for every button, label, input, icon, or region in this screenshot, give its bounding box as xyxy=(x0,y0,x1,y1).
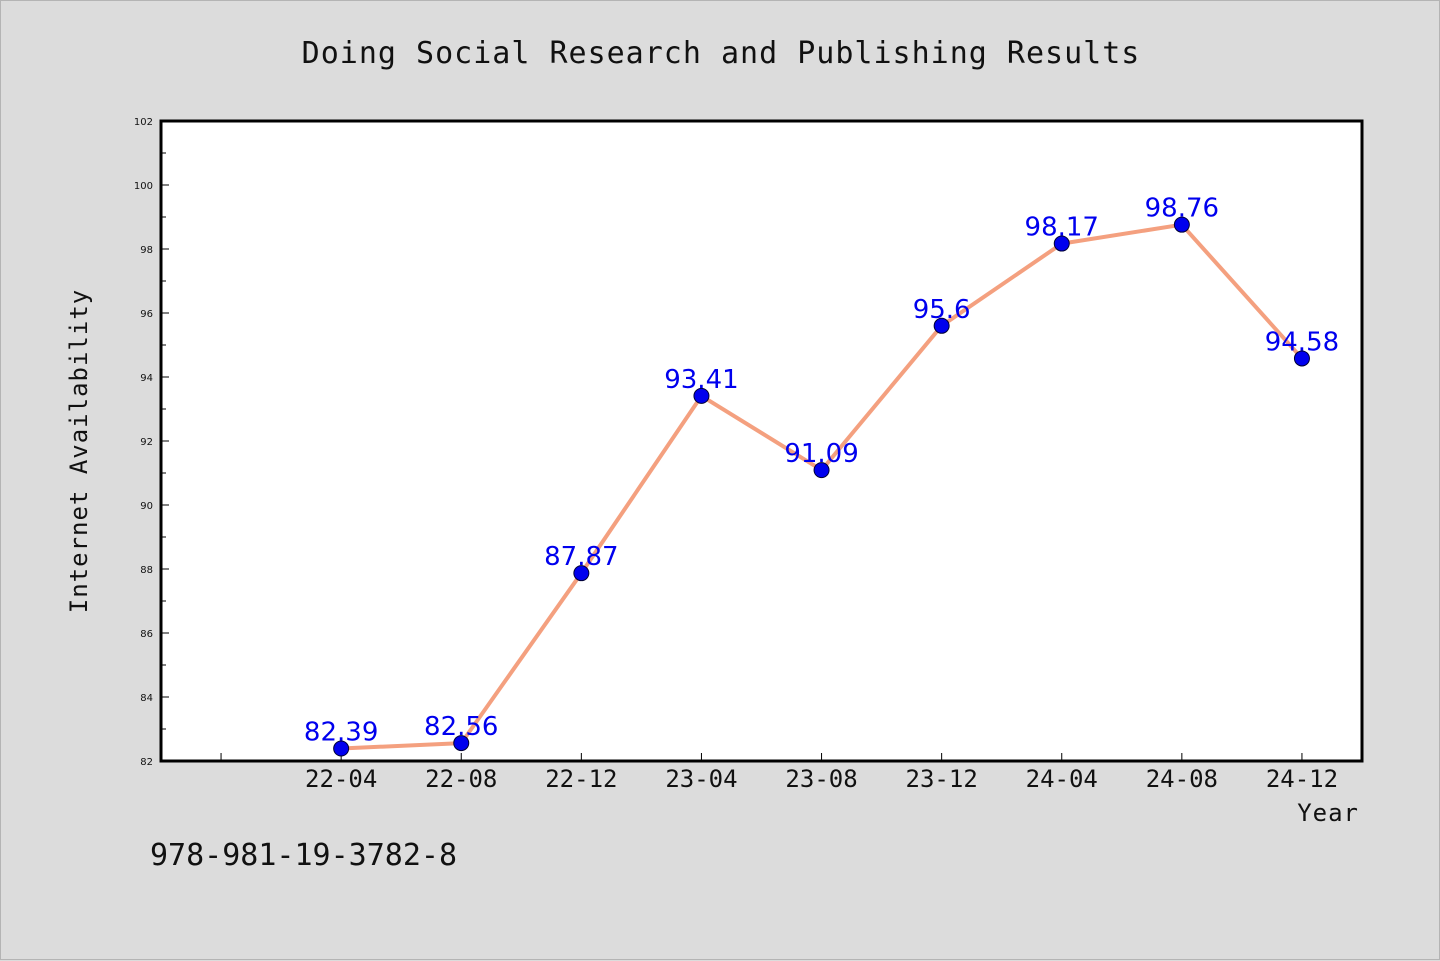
y-tick-label: 90 xyxy=(140,501,153,512)
series-line xyxy=(333,216,1310,757)
y-tick-label: 88 xyxy=(140,565,153,576)
x-tick-label: 24-04 xyxy=(1026,765,1098,793)
data-label: 82.39 xyxy=(304,718,378,748)
x-tick-label: 22-12 xyxy=(545,765,617,793)
y-tick-label: 86 xyxy=(140,629,153,640)
y-tick-label: 84 xyxy=(140,693,153,704)
data-point xyxy=(933,317,950,334)
x-tick-label: 23-12 xyxy=(906,765,978,793)
data-labels: 82.39 82.56 87.87 93.41 91.09 95.6 98.17 98.76 9… xyxy=(304,194,1339,748)
data-label: 94.58 xyxy=(1265,327,1339,357)
data-label: 87.87 xyxy=(544,542,618,572)
x-tick-label: 22-08 xyxy=(425,765,497,793)
y-tick-label: 92 xyxy=(140,437,153,448)
y-axis-label: Internet Availability xyxy=(65,289,93,613)
data-point xyxy=(813,462,830,479)
data-point xyxy=(1173,216,1190,233)
data-point xyxy=(333,740,350,757)
data-label: 98.76 xyxy=(1145,194,1219,224)
y-tick-label: 82 xyxy=(140,757,153,768)
chart-title: Doing Social Research and Publishing Res… xyxy=(302,36,1141,71)
y-tick-label: 100 xyxy=(134,181,153,192)
data-label: 91.09 xyxy=(784,439,858,469)
x-tick-label: 24-12 xyxy=(1266,765,1338,793)
data-point xyxy=(453,735,470,752)
y-tick-label: 102 xyxy=(134,117,153,128)
y-axis: 82 84 86 88 90 92 94 96 98 100 102 xyxy=(134,117,169,768)
data-point xyxy=(1293,350,1310,367)
data-point xyxy=(573,565,590,582)
data-label: 98.17 xyxy=(1025,213,1099,243)
y-tick-label: 94 xyxy=(140,373,153,384)
y-tick-label: 96 xyxy=(140,309,153,320)
data-label: 82.56 xyxy=(424,712,498,742)
x-tick-label: 23-08 xyxy=(785,765,857,793)
data-label: 93.41 xyxy=(664,365,738,395)
data-point xyxy=(693,387,710,404)
isbn-annotation: 978-981-19-3782-8 xyxy=(150,838,457,873)
x-axis-label: Year xyxy=(1297,799,1359,827)
data-point xyxy=(1053,235,1070,252)
x-axis: 22-04 22-08 22-12 23-04 23-08 23-12 24-04 24-08… xyxy=(220,753,1338,793)
data-label: 95.6 xyxy=(913,295,971,325)
x-tick-label: 24-08 xyxy=(1146,765,1218,793)
x-tick-label: 22-04 xyxy=(305,765,377,793)
y-tick-label: 98 xyxy=(140,245,153,256)
x-tick-label: 23-04 xyxy=(665,765,737,793)
